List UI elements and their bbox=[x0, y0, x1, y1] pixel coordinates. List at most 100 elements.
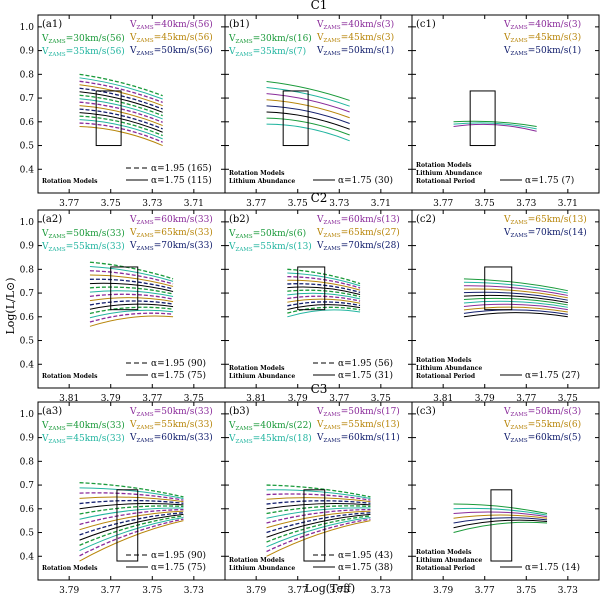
legend-value: =50km/s(33) bbox=[66, 228, 125, 239]
legend-v: V bbox=[129, 241, 137, 251]
observation-box bbox=[469, 90, 496, 147]
x-tick-label: 3.79 bbox=[475, 394, 495, 404]
y-tick-label: 0.5 bbox=[20, 529, 35, 539]
track-line bbox=[287, 283, 361, 293]
legend-entry: VZAMS=65km/s(13) bbox=[503, 214, 587, 226]
legend-value: =50km/s(1) bbox=[528, 45, 581, 56]
track-line bbox=[89, 282, 174, 292]
track-group bbox=[463, 278, 568, 318]
legend-v: V bbox=[129, 433, 137, 443]
alpha-label: α=1.75 (31) bbox=[338, 370, 393, 381]
legend-value: =55km/s(33) bbox=[66, 241, 125, 252]
legend-value: =60km/s(33) bbox=[154, 432, 213, 443]
legend-v: V bbox=[129, 33, 137, 43]
y-axis-title: Log(L/L⊙) bbox=[4, 277, 17, 334]
legend-value: =50km/s(3) bbox=[528, 406, 581, 417]
track-line bbox=[79, 520, 184, 562]
track-line bbox=[453, 521, 548, 534]
track-line bbox=[79, 73, 163, 97]
legend-entry: VZAMS=45km/s(3) bbox=[316, 32, 394, 44]
legend-sub: ZAMS bbox=[236, 39, 253, 45]
alpha-label: α=1.75 (75) bbox=[151, 562, 206, 573]
panel-note: Lithium Abundance bbox=[416, 365, 482, 372]
x-tick-label: 3.77 bbox=[59, 199, 79, 209]
legend-value: =70km/s(14) bbox=[528, 227, 587, 238]
row-title: C2 bbox=[311, 191, 328, 205]
track-line bbox=[79, 515, 184, 546]
panel-label: (b1) bbox=[229, 19, 250, 30]
legend-value: =40km/s(56) bbox=[154, 19, 213, 30]
panel-a1: 0.4 0.5 0.6 0.7 0.8 0.9 1.0 3.77 3.75 3.73 3.71 (a1… bbox=[20, 14, 226, 209]
legend-sub: ZAMS bbox=[324, 246, 341, 252]
panel-note: Lithium Abundance bbox=[229, 373, 295, 380]
legend-entry: VZAMS=35km/s(7) bbox=[228, 46, 306, 58]
y-tick-label: 0.8 bbox=[20, 70, 35, 80]
alpha-label: α=1.95 (90) bbox=[151, 358, 206, 369]
y-tick-label: 0.6 bbox=[20, 118, 35, 128]
track-line bbox=[266, 508, 371, 524]
track-line bbox=[79, 487, 184, 500]
legend-v: V bbox=[129, 420, 137, 430]
legend-v: V bbox=[316, 215, 324, 225]
y-tick-label: 1.0 bbox=[20, 23, 35, 33]
legend-v: V bbox=[503, 433, 511, 443]
panel-label: (c1) bbox=[416, 19, 436, 30]
legend-entry: VZAMS=45km/s(18) bbox=[228, 433, 312, 445]
legend-value: =45km/s(3) bbox=[341, 32, 394, 43]
x-tick-label: 3.71 bbox=[558, 199, 578, 209]
legend-sub: ZAMS bbox=[137, 412, 154, 418]
y-tick-label: 0.5 bbox=[20, 142, 35, 152]
track-line bbox=[463, 309, 568, 315]
legend-entry: VZAMS=40km/s(3) bbox=[316, 19, 394, 31]
track-line bbox=[463, 312, 568, 318]
track-line bbox=[463, 281, 568, 294]
track-line bbox=[266, 500, 371, 505]
legend-v: V bbox=[316, 228, 324, 238]
panel-a3: 0.4 0.5 0.6 0.7 0.8 0.9 1.0 3.79 3.77 3.75 3.73 (a3… bbox=[20, 401, 226, 596]
legend-entry: VZAMS=55km/s(6) bbox=[503, 419, 581, 431]
legend-value: =45km/s(33) bbox=[66, 433, 125, 444]
track-line bbox=[287, 309, 361, 318]
track-line bbox=[79, 507, 184, 520]
legend-value: =55km/s(13) bbox=[341, 419, 400, 430]
legend-entry: VZAMS=60km/s(33) bbox=[129, 432, 213, 444]
legend-value: =55km/s(13) bbox=[253, 241, 312, 252]
observation-box bbox=[116, 489, 139, 562]
legend-entry: VZAMS=55km/s(33) bbox=[129, 419, 213, 431]
legend-v: V bbox=[41, 47, 49, 57]
legend-value: =60km/s(11) bbox=[341, 432, 400, 443]
x-tick-label: 3.77 bbox=[329, 394, 349, 404]
track-line bbox=[89, 261, 174, 280]
legend-entry: VZAMS=55km/s(13) bbox=[316, 419, 400, 431]
track-line bbox=[287, 298, 361, 304]
track-line bbox=[79, 517, 184, 552]
track-line bbox=[287, 286, 361, 296]
panel-b3: 3.79 3.77 3.75 3.73(b3)VZAMS=40km/s(22)VZAM… bbox=[224, 401, 413, 596]
track-line bbox=[89, 312, 174, 323]
y-tick-label: 0.6 bbox=[20, 505, 35, 515]
track-line bbox=[79, 510, 184, 531]
legend-sub: ZAMS bbox=[49, 247, 66, 253]
track-line bbox=[89, 315, 174, 327]
observation-box bbox=[303, 489, 326, 562]
legend-v: V bbox=[228, 229, 236, 239]
x-tick-label: 3.77 bbox=[433, 199, 453, 209]
panel-note: Rotation Models bbox=[416, 549, 472, 556]
legend-v: V bbox=[228, 242, 236, 252]
y-tick-label: 0.8 bbox=[20, 457, 35, 467]
panel-label: (b3) bbox=[229, 406, 250, 417]
track-line bbox=[287, 301, 361, 307]
panel-note: Lithium Abundance bbox=[229, 565, 295, 572]
legend-v: V bbox=[129, 46, 137, 56]
track-line bbox=[453, 511, 548, 518]
panel-note: Lithium Abundance bbox=[416, 170, 482, 177]
alpha-label: α=1.75 (115) bbox=[151, 175, 212, 186]
row-c2: C2 0.4 0.5 0.6 0.7 0.8 0.9 1.0 3.81 3.79 3.77 3.75 (… bbox=[20, 191, 600, 404]
observation-box bbox=[282, 90, 309, 147]
legend-entry: VZAMS=40km/s(3) bbox=[503, 19, 581, 31]
legend-value: =40km/s(22) bbox=[253, 420, 312, 431]
legend-sub: ZAMS bbox=[49, 39, 66, 45]
panel-label: (b2) bbox=[229, 214, 250, 225]
legend-entry: VZAMS=50km/s(33) bbox=[41, 228, 125, 240]
panel-frame bbox=[411, 401, 600, 581]
